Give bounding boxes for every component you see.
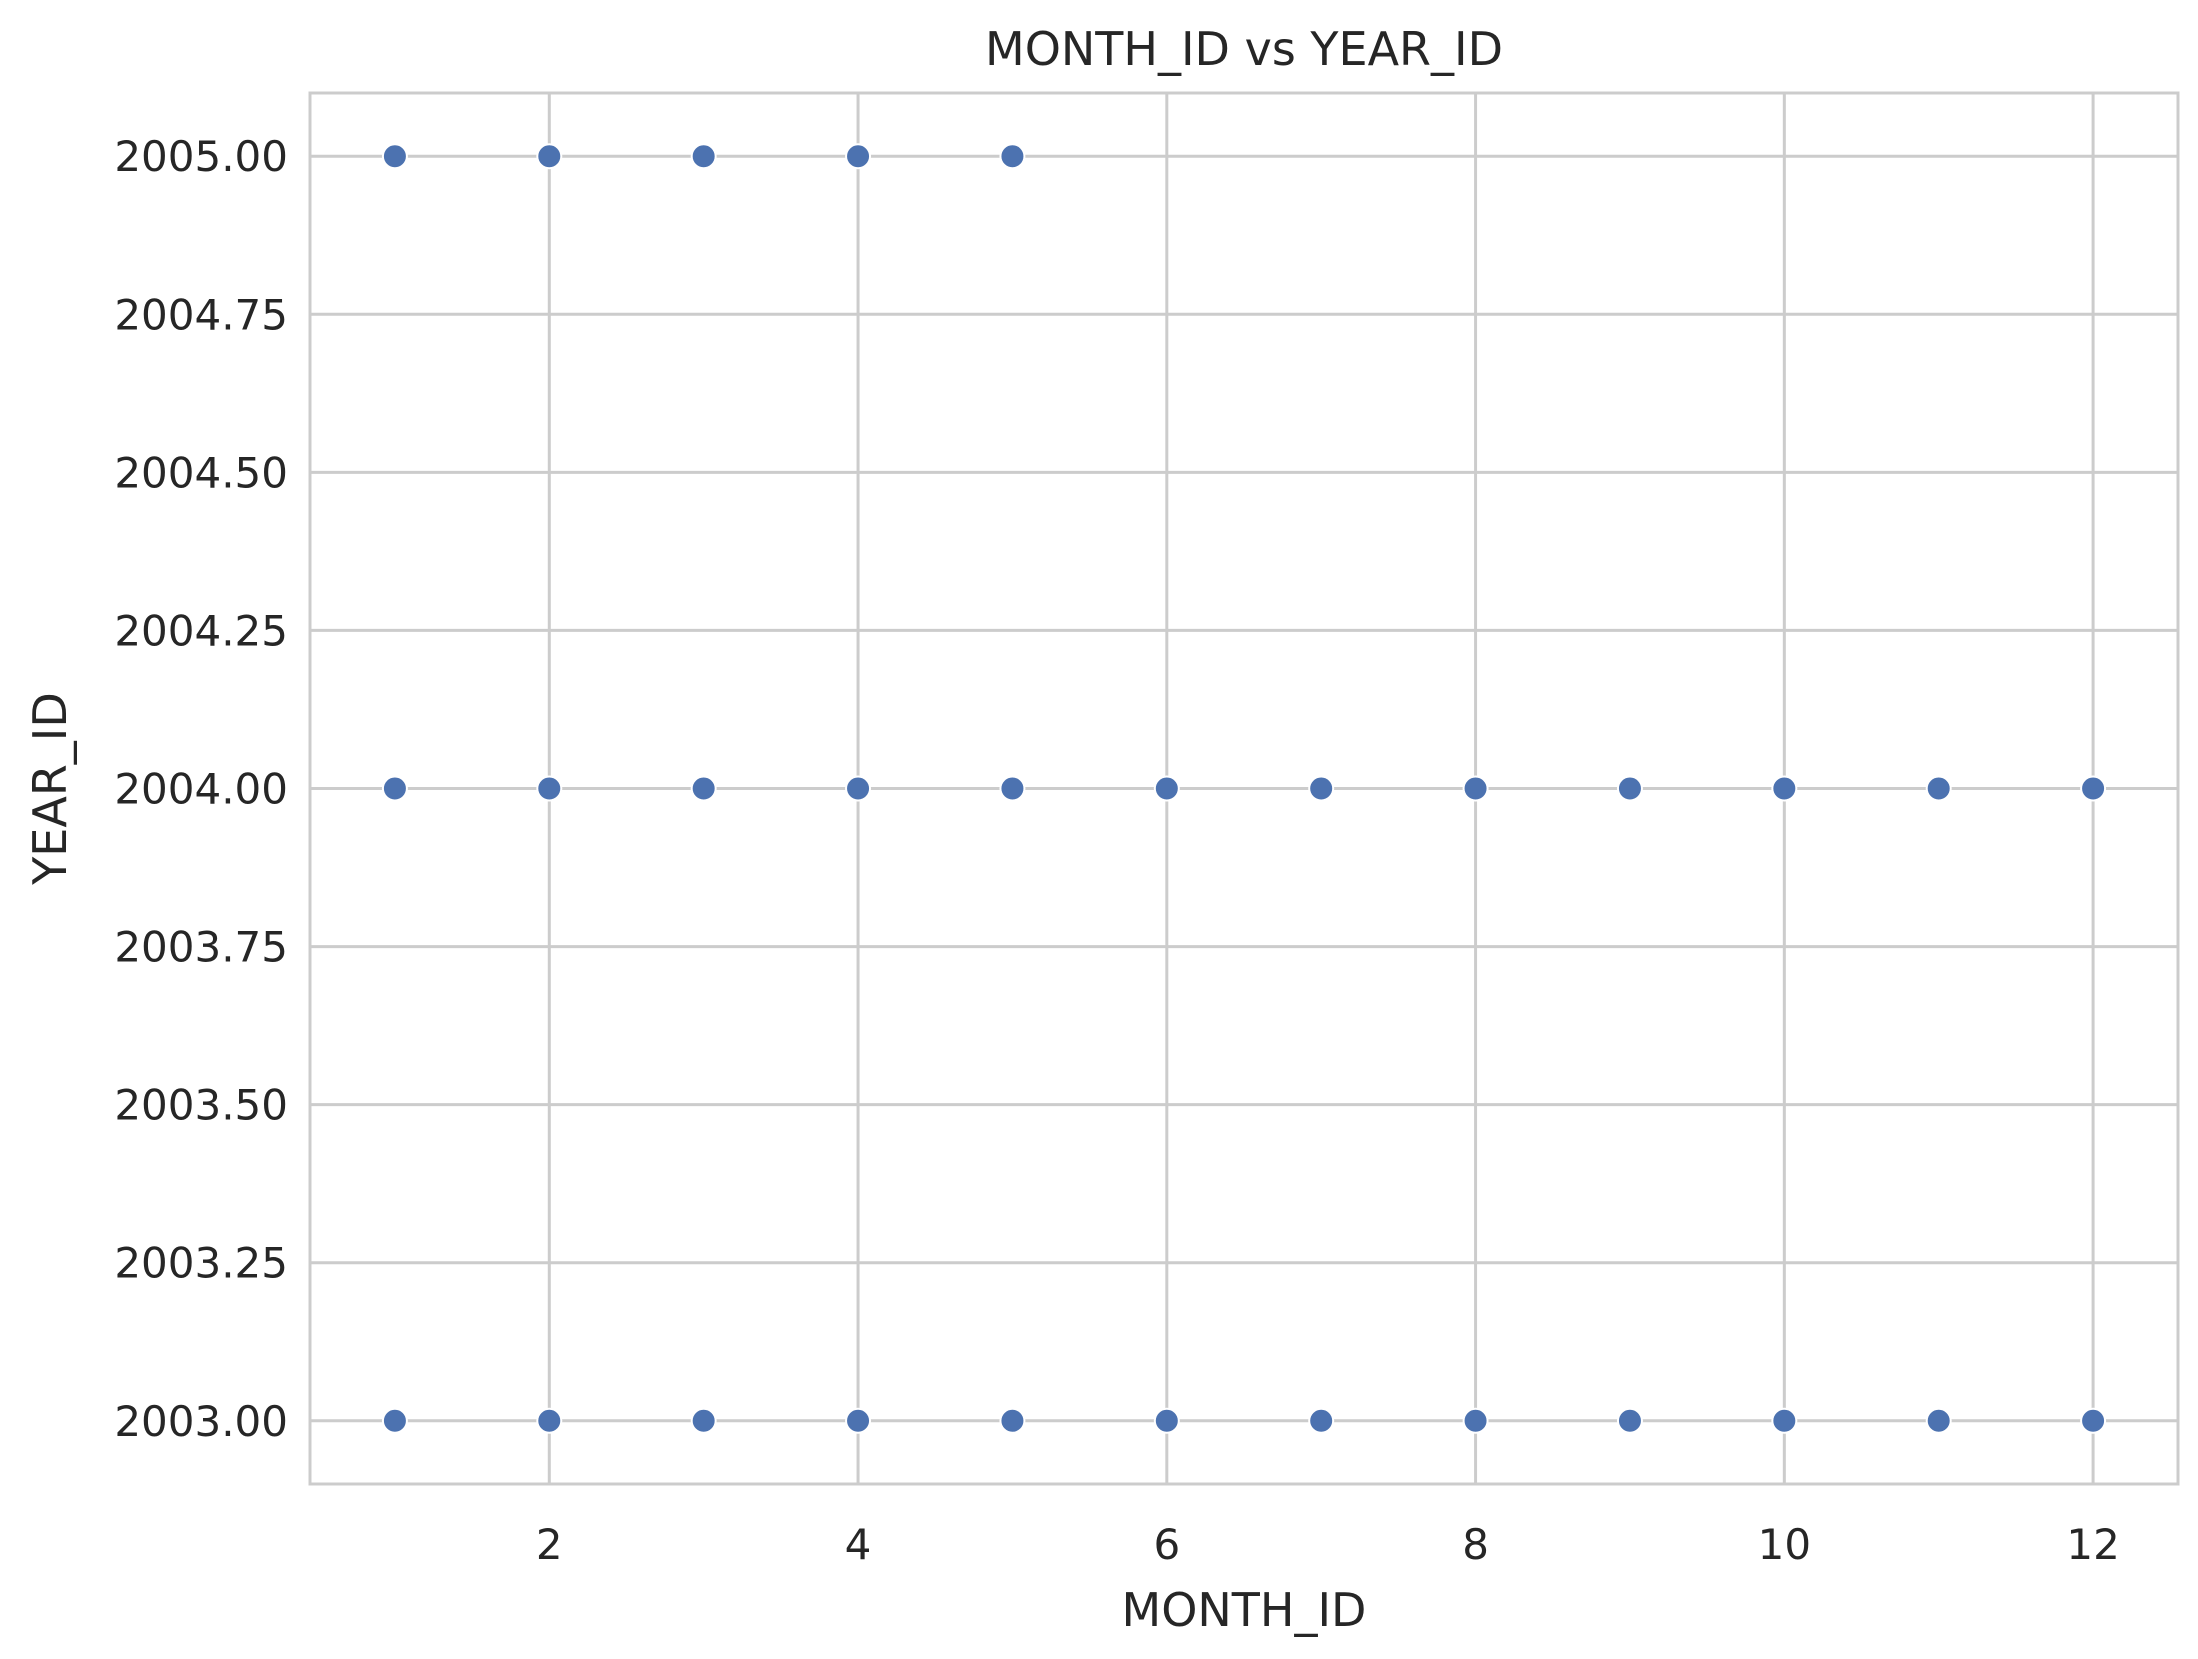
scatter-point — [845, 1407, 872, 1434]
scatter-point — [690, 143, 717, 170]
y-tick-label: 2005.00 — [114, 132, 288, 181]
scatter-point — [845, 143, 872, 170]
y-tick-label: 2003.25 — [114, 1239, 288, 1288]
scatter-point — [1925, 775, 1952, 802]
y-tick-label: 2004.75 — [114, 290, 288, 339]
scatter-point — [999, 143, 1026, 170]
scatter-point — [1153, 1407, 1180, 1434]
x-tick-label: 10 — [1758, 1520, 1811, 1569]
scatter-point — [1771, 775, 1798, 802]
x-tick-label: 2 — [536, 1520, 563, 1569]
scatter-point — [381, 1407, 408, 1434]
scatter-point — [1308, 1407, 1335, 1434]
y-tick-label: 2003.50 — [114, 1081, 288, 1130]
scatter-point — [536, 143, 563, 170]
scatter-point — [999, 1407, 1026, 1434]
scatter-point — [1616, 1407, 1643, 1434]
scatter-point — [2080, 775, 2107, 802]
x-tick-label: 12 — [2066, 1520, 2119, 1569]
scatter-point — [1308, 775, 1335, 802]
scatter-point — [536, 1407, 563, 1434]
scatter-point — [690, 775, 717, 802]
scatter-point — [536, 775, 563, 802]
scatter-point — [381, 143, 408, 170]
scatter-point — [1771, 1407, 1798, 1434]
scatter-point — [1925, 1407, 1952, 1434]
plot-area-frame — [308, 91, 2180, 1486]
x-tick-labels: 2 4 6 8 10 12 — [536, 1520, 2120, 1569]
data-points — [381, 143, 2107, 1434]
x-tick-label: 8 — [1462, 1520, 1489, 1569]
y-tick-label: 2004.00 — [114, 765, 288, 814]
scatter-point — [845, 775, 872, 802]
y-tick-labels: 2003.00 2003.25 2003.50 2003.75 2004.00 2004.… — [114, 132, 288, 1446]
scatter-point — [999, 775, 1026, 802]
scatter-point — [381, 775, 408, 802]
scatter-point — [1153, 775, 1180, 802]
chart-title: MONTH_ID vs YEAR_ID — [985, 22, 1503, 76]
y-tick-label: 2003.75 — [114, 923, 288, 972]
scatter-point — [1616, 775, 1643, 802]
scatter-point — [1462, 1407, 1489, 1434]
y-tick-label: 2003.00 — [114, 1397, 288, 1446]
x-axis-label: MONTH_ID — [1122, 1583, 1367, 1637]
y-tick-label: 2004.50 — [114, 448, 288, 497]
x-tick-label: 4 — [845, 1520, 872, 1569]
scatter-point — [1462, 775, 1489, 802]
y-axis-label: YEAR_ID — [23, 692, 77, 886]
x-tick-label: 6 — [1153, 1520, 1180, 1569]
scatter-point — [690, 1407, 717, 1434]
scatter-point — [2080, 1407, 2107, 1434]
y-tick-label: 2004.25 — [114, 606, 288, 655]
